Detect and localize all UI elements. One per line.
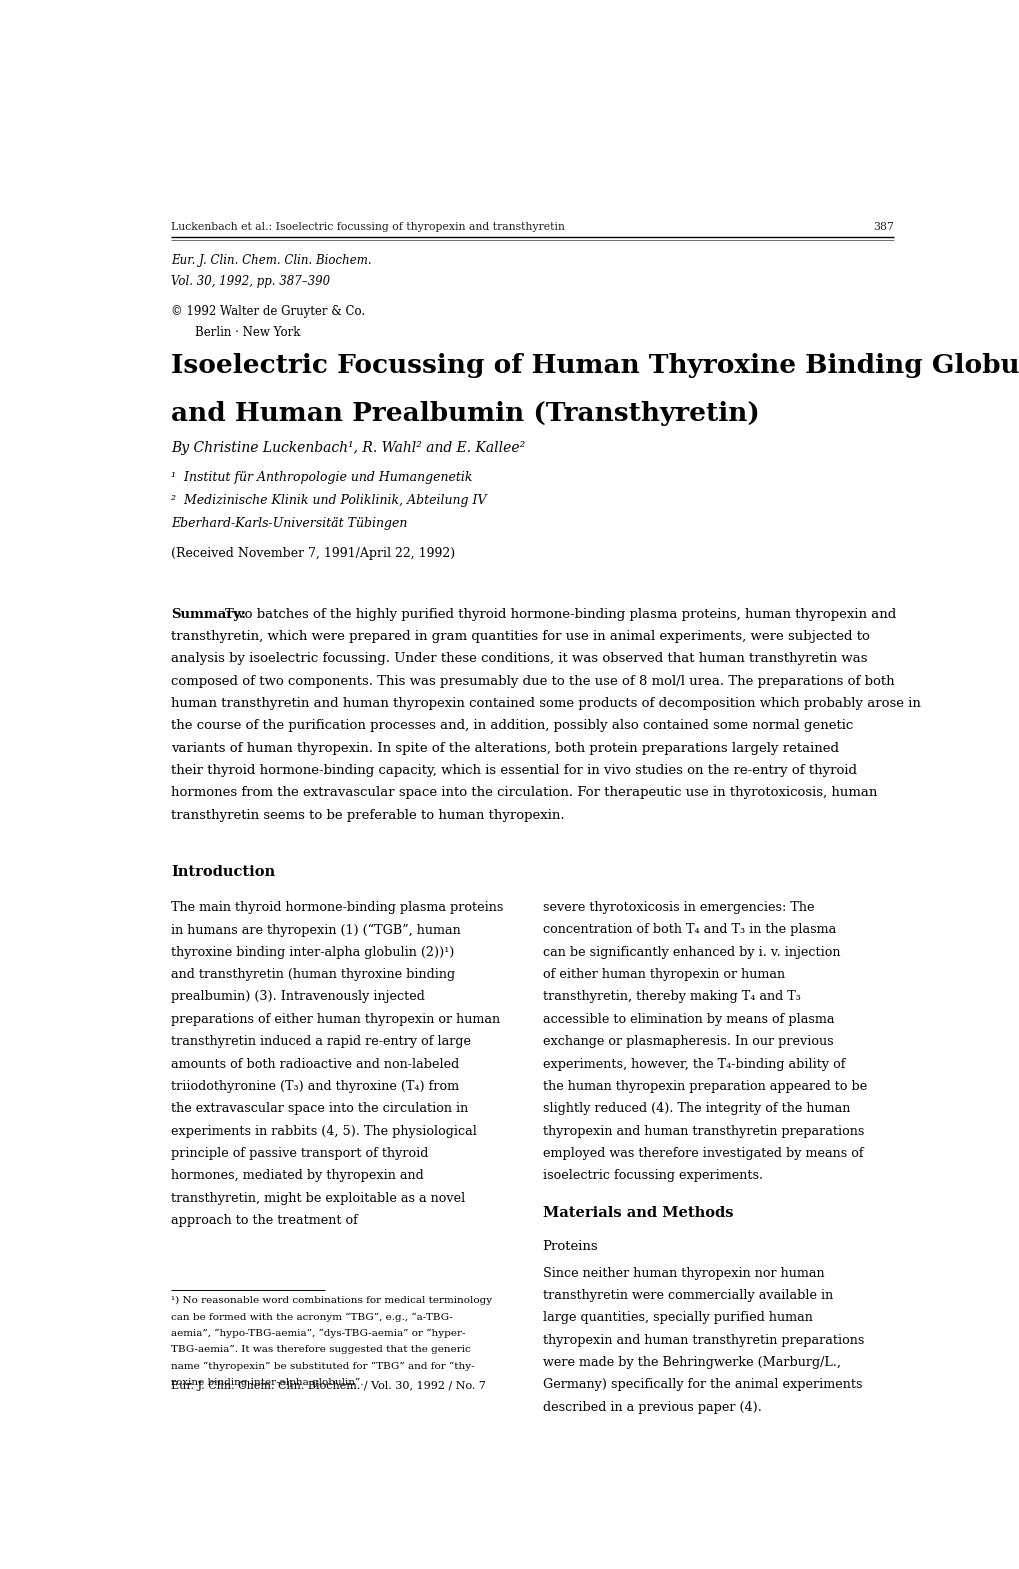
Text: Proteins: Proteins [542, 1240, 597, 1254]
Text: can be significantly enhanced by i. v. injection: can be significantly enhanced by i. v. i… [542, 946, 840, 959]
Text: Materials and Methods: Materials and Methods [542, 1207, 733, 1221]
Text: Summary:: Summary: [171, 607, 246, 620]
Text: Eberhard-Karls-Universität Tübingen: Eberhard-Karls-Universität Tübingen [171, 516, 407, 530]
Text: Introduction: Introduction [171, 865, 275, 879]
Text: transthyretin, might be exploitable as a novel: transthyretin, might be exploitable as a… [171, 1191, 465, 1205]
Text: their thyroid hormone-binding capacity, which is essential for in vivo studies o: their thyroid hormone-binding capacity, … [171, 764, 856, 777]
Text: By Christine Luckenbach¹, R. Wahl² and E. Kallee²: By Christine Luckenbach¹, R. Wahl² and E… [171, 441, 525, 455]
Text: accessible to elimination by means of plasma: accessible to elimination by means of pl… [542, 1014, 834, 1026]
Text: described in a previous paper (4).: described in a previous paper (4). [542, 1401, 760, 1414]
Text: hormones from the extravascular space into the circulation. For therapeutic use : hormones from the extravascular space in… [171, 786, 876, 799]
Text: the course of the purification processes and, in addition, possibly also contain: the course of the purification processes… [171, 719, 852, 733]
Text: thyropexin and human transthyretin preparations: thyropexin and human transthyretin prepa… [542, 1125, 863, 1138]
Text: Vol. 30, 1992, pp. 387–390: Vol. 30, 1992, pp. 387–390 [171, 275, 330, 289]
Text: thyropexin and human transthyretin preparations: thyropexin and human transthyretin prepa… [542, 1334, 863, 1346]
Text: Two batches of the highly purified thyroid hormone-binding plasma proteins, huma: Two batches of the highly purified thyro… [224, 607, 895, 620]
Text: large quantities, specially purified human: large quantities, specially purified hum… [542, 1312, 811, 1324]
Text: triiodothyronine (T₃) and thyroxine (T₄) from: triiodothyronine (T₃) and thyroxine (T₄)… [171, 1079, 459, 1094]
Text: ¹) No reasonable word combinations for medical terminology: ¹) No reasonable word combinations for m… [171, 1296, 491, 1305]
Text: 387: 387 [872, 223, 894, 232]
Text: Since neither human thyropexin nor human: Since neither human thyropexin nor human [542, 1266, 823, 1280]
Text: Eur. J. Clin. Chem. Clin. Biochem.: Eur. J. Clin. Chem. Clin. Biochem. [171, 254, 371, 267]
Text: (Received November 7, 1991/April 22, 1992): (Received November 7, 1991/April 22, 199… [171, 548, 454, 560]
Text: thyroxine binding inter-alpha globulin (2))¹): thyroxine binding inter-alpha globulin (… [171, 946, 453, 959]
Text: severe thyrotoxicosis in emergencies: The: severe thyrotoxicosis in emergencies: Th… [542, 901, 813, 915]
Text: roxine binding inter-alpha globulin”.: roxine binding inter-alpha globulin”. [171, 1378, 363, 1387]
Text: name “thyropexin” be substituted for “TBG” and for “thy-: name “thyropexin” be substituted for “TB… [171, 1362, 474, 1371]
Text: Isoelectric Focussing of Human Thyroxine Binding Globulin (Thyropexin): Isoelectric Focussing of Human Thyroxine… [171, 353, 1019, 378]
Text: the human thyropexin preparation appeared to be: the human thyropexin preparation appeare… [542, 1079, 866, 1094]
Text: and transthyretin (human thyroxine binding: and transthyretin (human thyroxine bindi… [171, 968, 454, 981]
Text: of either human thyropexin or human: of either human thyropexin or human [542, 968, 784, 981]
Text: principle of passive transport of thyroid: principle of passive transport of thyroi… [171, 1147, 428, 1159]
Text: isoelectric focussing experiments.: isoelectric focussing experiments. [542, 1169, 762, 1183]
Text: transthyretin, which were prepared in gram quantities for use in animal experime: transthyretin, which were prepared in gr… [171, 629, 869, 643]
Text: experiments in rabbits (4, 5). The physiological: experiments in rabbits (4, 5). The physi… [171, 1125, 477, 1138]
Text: amounts of both radioactive and non-labeled: amounts of both radioactive and non-labe… [171, 1058, 459, 1070]
Text: experiments, however, the T₄-binding ability of: experiments, however, the T₄-binding abi… [542, 1058, 844, 1070]
Text: in humans are thyropexin (1) (“TGB”, human: in humans are thyropexin (1) (“TGB”, hum… [171, 924, 461, 937]
Text: The main thyroid hormone-binding plasma proteins: The main thyroid hormone-binding plasma … [171, 901, 502, 915]
Text: can be formed with the acronym “TBG”, e.g., “a-TBG-: can be formed with the acronym “TBG”, e.… [171, 1312, 452, 1321]
Text: the extravascular space into the circulation in: the extravascular space into the circula… [171, 1103, 468, 1116]
Text: prealbumin) (3). Intravenously injected: prealbumin) (3). Intravenously injected [171, 990, 425, 1004]
Text: were made by the Behringwerke (Marburg/L.,: were made by the Behringwerke (Marburg/L… [542, 1356, 840, 1368]
Text: TBG-aemia”. It was therefore suggested that the generic: TBG-aemia”. It was therefore suggested t… [171, 1345, 470, 1354]
Text: © 1992 Walter de Gruyter & Co.: © 1992 Walter de Gruyter & Co. [171, 306, 365, 319]
Text: ¹  Institut für Anthropologie und Humangenetik: ¹ Institut für Anthropologie und Humange… [171, 471, 472, 483]
Text: and Human Prealbumin (Transthyretin): and Human Prealbumin (Transthyretin) [171, 402, 759, 425]
Text: concentration of both T₄ and T₃ in the plasma: concentration of both T₄ and T₃ in the p… [542, 924, 835, 937]
Text: approach to the treatment of: approach to the treatment of [171, 1214, 358, 1227]
Text: analysis by isoelectric focussing. Under these conditions, it was observed that : analysis by isoelectric focussing. Under… [171, 653, 866, 665]
Text: hormones, mediated by thyropexin and: hormones, mediated by thyropexin and [171, 1169, 423, 1183]
Text: transthyretin, thereby making T₄ and T₃: transthyretin, thereby making T₄ and T₃ [542, 990, 800, 1004]
Text: Eur. J. Clin. Chem. Clin. Biochem. / Vol. 30, 1992 / No. 7: Eur. J. Clin. Chem. Clin. Biochem. / Vol… [171, 1381, 485, 1390]
Text: Germany) specifically for the animal experiments: Germany) specifically for the animal exp… [542, 1378, 861, 1392]
Text: human transthyretin and human thyropexin contained some products of decompositio: human transthyretin and human thyropexin… [171, 697, 920, 709]
Text: ²  Medizinische Klinik und Poliklinik, Abteilung IV: ² Medizinische Klinik und Poliklinik, Ab… [171, 494, 486, 507]
Text: transthyretin induced a rapid re-entry of large: transthyretin induced a rapid re-entry o… [171, 1036, 471, 1048]
Text: Luckenbach et al.: Isoelectric focussing of thyropexin and transthyretin: Luckenbach et al.: Isoelectric focussing… [171, 223, 565, 232]
Text: transthyretin seems to be preferable to human thyropexin.: transthyretin seems to be preferable to … [171, 808, 565, 822]
Text: aemia”, “hypo-TBG-aemia”, “dys-TBG-aemia” or “hyper-: aemia”, “hypo-TBG-aemia”, “dys-TBG-aemia… [171, 1329, 465, 1338]
Text: employed was therefore investigated by means of: employed was therefore investigated by m… [542, 1147, 862, 1159]
Text: slightly reduced (4). The integrity of the human: slightly reduced (4). The integrity of t… [542, 1103, 849, 1116]
Text: composed of two components. This was presumably due to the use of 8 mol/l urea. : composed of two components. This was pre… [171, 675, 894, 687]
Text: exchange or plasmapheresis. In our previous: exchange or plasmapheresis. In our previ… [542, 1036, 833, 1048]
Text: transthyretin were commercially available in: transthyretin were commercially availabl… [542, 1288, 832, 1302]
Text: Berlin · New York: Berlin · New York [195, 326, 300, 339]
Text: preparations of either human thyropexin or human: preparations of either human thyropexin … [171, 1014, 499, 1026]
Text: variants of human thyropexin. In spite of the alterations, both protein preparat: variants of human thyropexin. In spite o… [171, 742, 839, 755]
